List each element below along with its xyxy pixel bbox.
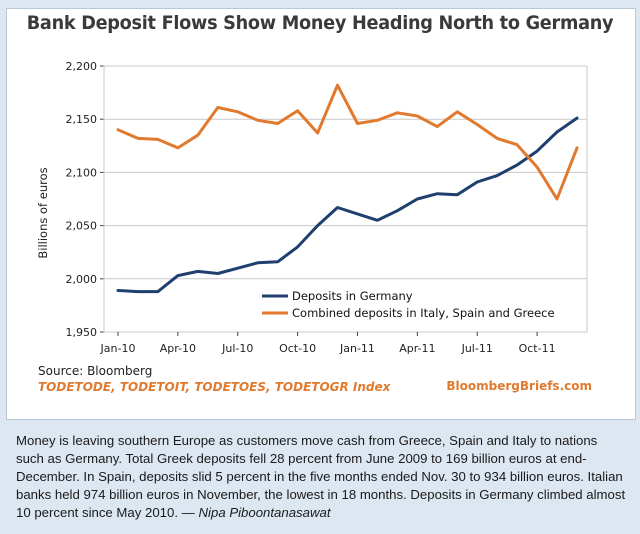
axes [103, 65, 588, 333]
x-tick-label: Apr-10 [160, 342, 196, 355]
plot-area-border [103, 65, 588, 333]
chart-frame [6, 8, 636, 420]
x-tick-label: Apr-11 [399, 342, 435, 355]
y-tick-label: 1,950 [66, 326, 98, 339]
x-tick-label: Oct-10 [279, 342, 316, 355]
caption: Money is leaving southern Europe as cust… [16, 432, 628, 522]
line-chart: 1,950 2,000 2,050 2,100 2,150 2,200 Jan-10 Apr… [36, 60, 588, 355]
source-note: Source: Bloomberg [38, 364, 153, 378]
chart-title: Bank Deposit Flows Show Money Heading No… [26, 12, 614, 34]
y-tick-label: 2,100 [66, 166, 98, 179]
x-tick-label: Jul-11 [461, 342, 493, 355]
ticker-list: TODETODE, TODETOIT, TODETOES, TODETOGR I… [38, 380, 391, 394]
y-tick-label: 2,000 [66, 273, 98, 286]
caption-text: Money is leaving southern Europe as cust… [16, 433, 626, 520]
x-tick-label: Oct-11 [519, 342, 556, 355]
series-line-southern [116, 83, 579, 201]
y-axis-title: Billions of euros [36, 167, 50, 258]
legend: Deposits in Germany Combined deposits in… [262, 289, 555, 320]
x-tick-label: Jan-11 [339, 342, 375, 355]
y-tick-label: 2,200 [66, 60, 98, 73]
series-line-germany [116, 116, 579, 294]
y-tick-labels: 1,950 2,000 2,050 2,100 2,150 2,200 [66, 60, 98, 339]
x-tick-label: Jan-10 [100, 342, 136, 355]
caption-byline: Nipa Piboontanasawat [198, 505, 331, 520]
series-lines [116, 83, 579, 294]
x-tick-label: Jul-10 [221, 342, 253, 355]
x-tick-labels: Jan-10 Apr-10 Jul-10 Oct-10 Jan-11 Apr-11 Jul-… [100, 332, 556, 355]
legend-label-germany: Deposits in Germany [292, 289, 413, 303]
y-tick-label: 2,050 [66, 220, 98, 233]
legend-label-southern: Combined deposits in Italy, Spain and Gr… [292, 306, 555, 320]
brand-link[interactable]: BloombergBriefs.com [446, 379, 592, 393]
y-tick-label: 2,150 [66, 113, 98, 126]
